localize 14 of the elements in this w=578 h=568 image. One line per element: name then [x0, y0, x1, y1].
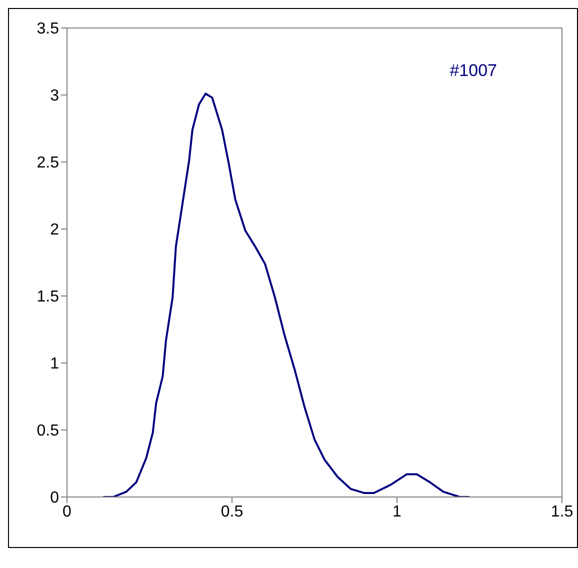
x-tick-label: 1 — [392, 503, 402, 520]
y-tick-label: 3 — [50, 88, 60, 105]
x-tick-label: 0 — [62, 503, 72, 520]
y-tick-label: 1.5 — [36, 288, 60, 306]
y-tick-label: 1 — [50, 356, 60, 373]
y-tick-label: 2.5 — [36, 154, 60, 172]
y-tick-label: 0 — [50, 490, 60, 507]
y-tick-label: 3.5 — [36, 20, 60, 38]
x-tick-label: 0.5 — [220, 503, 244, 520]
line-series — [102, 92, 471, 497]
x-tick-label: 1.5 — [550, 503, 574, 520]
y-tick-label: 2 — [50, 222, 60, 239]
annotation: #1007 — [450, 61, 497, 81]
y-tick-label: 0.5 — [36, 422, 60, 440]
